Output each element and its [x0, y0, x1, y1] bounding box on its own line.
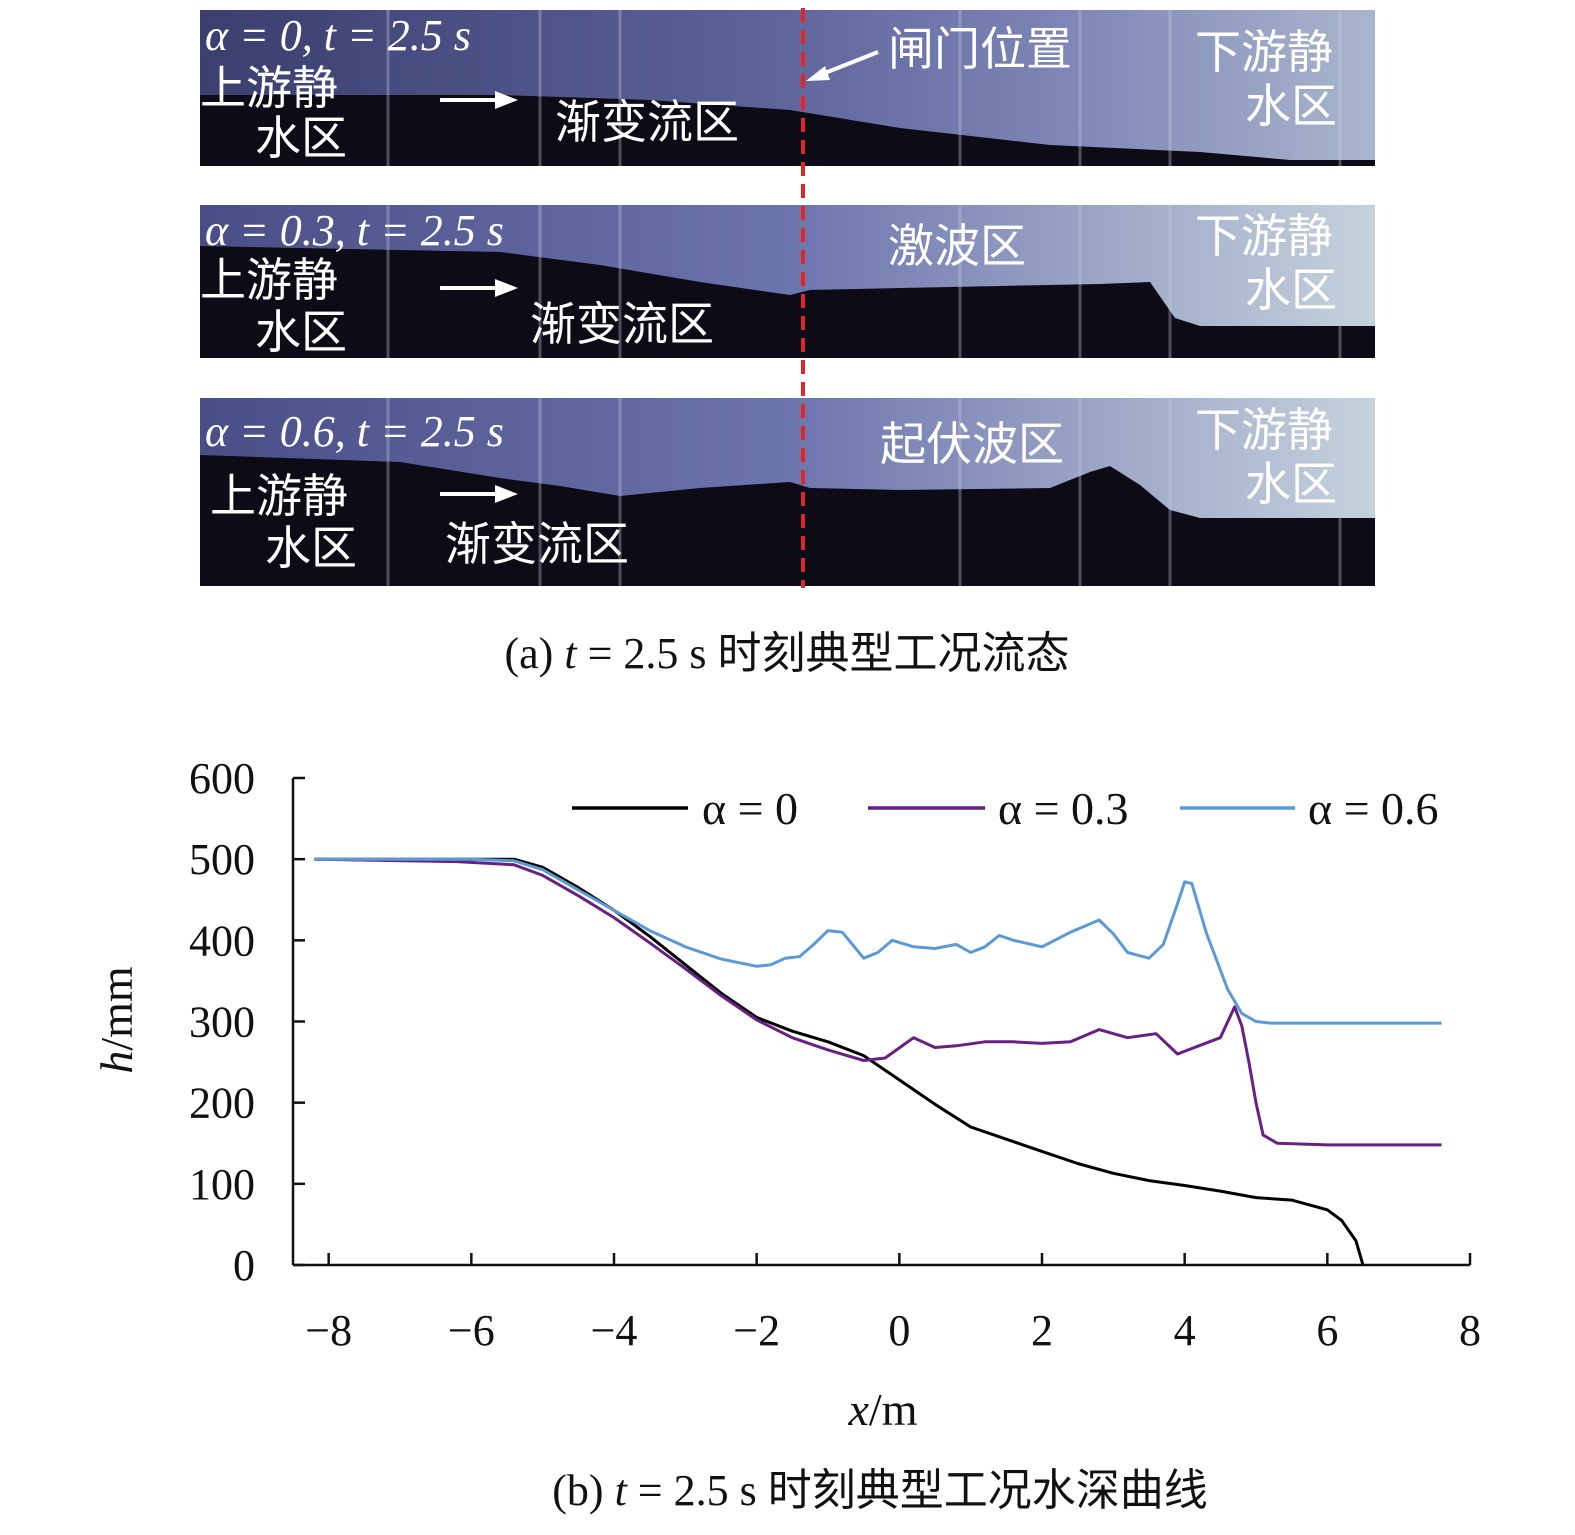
x-axis-label: x/m [848, 1384, 918, 1435]
legend-label-2: α = 0.3 [998, 783, 1129, 834]
strip3-alpha-label: α = 0.6, t = 2.5 s [205, 407, 504, 456]
x-tick-label: −2 [733, 1306, 780, 1355]
strip1-gradual-label: 渐变流区 [555, 97, 739, 148]
strip1-upstream-line1: 上游静 [200, 63, 338, 114]
strip3-downstream-line1: 下游静 [1195, 405, 1333, 456]
x-axis-label-unit: /m [869, 1384, 918, 1435]
strip2-flow-arrow [440, 279, 518, 297]
y-axis-label-unit: /mm [91, 966, 142, 1051]
strip2-downstream-line1: 下游静 [1195, 211, 1333, 262]
strip2-downstream-line2: 水区 [1245, 265, 1337, 316]
x-tick-label: 8 [1459, 1306, 1481, 1355]
panel-b-caption-prefix: (b) [552, 1466, 614, 1515]
panel-a-caption-rest: = 2.5 s 时刻典型工况流态 [577, 629, 1070, 678]
strip3-gradual-label: 渐变流区 [445, 519, 629, 570]
strip1-alpha-label: α = 0, t = 2.5 s [205, 11, 471, 60]
legend-label-1: α = 0 [702, 783, 798, 834]
strip3-middle-label: 起伏波区 [880, 419, 1064, 470]
legend-label-3: α = 0.6 [1308, 783, 1439, 834]
flow-strip-alpha-0: α = 0, t = 2.5 s 上游静 水区 渐变流区 下游静 水区 闸门位置 [200, 10, 1375, 166]
strip1-flow-arrow [440, 91, 518, 109]
gate-label: 闸门位置 [888, 24, 1072, 75]
y-tick-label: 600 [189, 754, 255, 803]
y-axis-label: h/mm [91, 966, 142, 1074]
y-tick-label: 400 [189, 916, 255, 965]
x-tick-label: 6 [1316, 1306, 1338, 1355]
strip3-flow-arrow [440, 485, 518, 503]
panel-a-flow-photos: α = 0, t = 2.5 s 上游静 水区 渐变流区 下游静 水区 闸门位置… [200, 8, 1375, 678]
y-tick-label: 200 [189, 1079, 255, 1128]
panel-b-caption: (b) t = 2.5 s 时刻典型工况水深曲线 [552, 1466, 1207, 1515]
y-tick-label: 100 [189, 1160, 255, 1209]
strip2-upstream-line2: 水区 [255, 307, 347, 358]
x-axis-label-var: x [848, 1384, 870, 1435]
panel-a-caption-t: t [564, 629, 578, 678]
x-tick-label: −8 [305, 1306, 352, 1355]
x-tick-label: 4 [1174, 1306, 1196, 1355]
flow-strip-alpha-0.6: α = 0.6, t = 2.5 s 上游静 水区 渐变流区 起伏波区 下游静 … [200, 398, 1375, 586]
chart-legend: α = 0 α = 0.3 α = 0.6 [572, 783, 1439, 834]
strip1-downstream-line1: 下游静 [1195, 27, 1333, 78]
strip2-middle-label: 激波区 [888, 221, 1026, 272]
strip2-alpha-label: α = 0.3, t = 2.5 s [205, 206, 504, 255]
strip3-upstream-line1: 上游静 [210, 471, 348, 522]
x-tick-label: 2 [1031, 1306, 1053, 1355]
y-tick-label: 300 [189, 998, 255, 1047]
strip3-downstream-line2: 水区 [1245, 459, 1337, 510]
series-line-3 [314, 857, 1442, 1025]
strip2-upstream-line1: 上游静 [200, 255, 338, 306]
chart-axes: 0 100 200 300 400 500 600 −8 −6 −4 −2 0 2 4 6 8 [189, 754, 1481, 1355]
panel-b-caption-rest: = 2.5 s 时刻典型工况水深曲线 [627, 1466, 1208, 1515]
x-tick-label: −4 [591, 1306, 638, 1355]
panel-a-caption: (a) t = 2.5 s 时刻典型工况流态 [504, 629, 1069, 678]
strip1-upstream-line2: 水区 [255, 113, 347, 164]
panel-b-caption-t: t [615, 1466, 629, 1515]
strip3-upstream-line2: 水区 [265, 523, 357, 574]
series-layer [314, 857, 1442, 1266]
gate-pointer-arrow [806, 50, 879, 81]
series-line-2 [314, 857, 1442, 1147]
strip1-downstream-line2: 水区 [1245, 81, 1337, 132]
y-tick-label: 0 [233, 1241, 255, 1290]
x-tick-label: 0 [888, 1306, 910, 1355]
strip2-gradual-label: 渐变流区 [530, 299, 714, 350]
series-line-1 [314, 857, 1365, 1266]
y-axis-label-var: h [91, 1051, 142, 1074]
panel-a-caption-prefix: (a) [504, 629, 564, 678]
x-tick-label: −6 [448, 1306, 495, 1355]
y-tick-label: 500 [189, 835, 255, 884]
flow-strip-alpha-0.3: α = 0.3, t = 2.5 s 上游静 水区 渐变流区 激波区 下游静 水… [200, 205, 1375, 358]
